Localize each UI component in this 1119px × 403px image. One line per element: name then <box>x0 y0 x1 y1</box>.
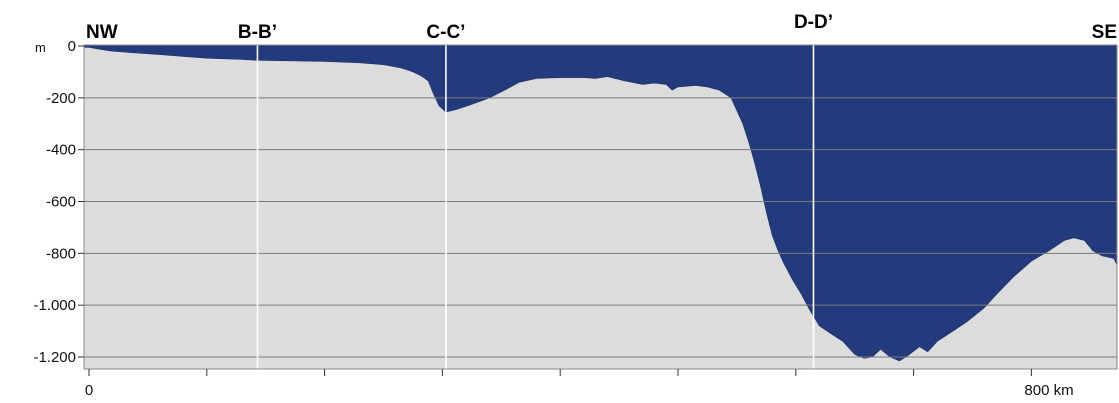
x-axis: 0 800 km <box>85 369 1074 399</box>
x-tick-label: 800 km <box>1024 382 1073 399</box>
y-tick-label: 0 <box>68 38 76 55</box>
y-tick-label: -800 <box>46 245 76 262</box>
x-tick-label: 0 <box>85 382 93 399</box>
section-label: B-B’ <box>238 22 277 43</box>
y-tick-label: -400 <box>46 142 76 159</box>
grid-lines <box>84 97 1117 358</box>
section-label: D-D’ <box>794 12 833 33</box>
section-label: SE <box>1092 22 1117 43</box>
y-tick-label: -600 <box>46 194 76 211</box>
plot-frame <box>83 44 1118 370</box>
y-unit-label: m <box>35 40 46 55</box>
section-label: C-C’ <box>426 22 465 43</box>
y-tick-label: -1.000 <box>33 297 76 314</box>
section-markers: NW B-B’ C-C’ D-D’ SE <box>86 12 1117 369</box>
section-label: NW <box>86 22 118 43</box>
y-tick-label: -200 <box>46 90 76 107</box>
y-axis: 0 -200 -400 -600 -800 -1.000 -1.200 <box>33 38 84 366</box>
y-tick-label: -1.200 <box>33 349 76 366</box>
